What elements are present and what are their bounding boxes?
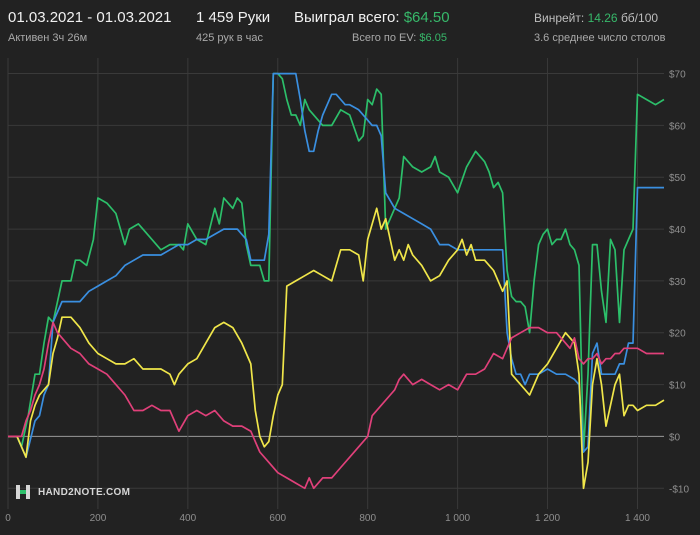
series-line-blue — [8, 72, 664, 459]
hand2note-logo-text: HAND2NOTE.COM — [38, 486, 131, 498]
ev-label: Всего по EV: — [352, 32, 417, 44]
winrate-value: 14.26 — [587, 11, 618, 25]
won-total: Выиграл всего: $64.50 — [294, 9, 450, 26]
ev-value: $6.05 — [419, 32, 447, 44]
winrate: Винрейт: 14.26 бб/100 — [534, 11, 658, 25]
avg-tables: 3.6 среднее число столов — [534, 32, 666, 44]
y-tick-label: $40 — [669, 225, 686, 236]
active-time: Активен 3ч 26м — [8, 32, 88, 44]
x-tick-label: 200 — [90, 513, 107, 524]
series-line-yellow — [8, 207, 665, 490]
y-tick-label: $0 — [669, 432, 681, 443]
won-value: $64.50 — [403, 9, 450, 26]
y-tick-label: $10 — [669, 381, 686, 392]
hand2note-logo: HAND2NOTE.COM — [14, 483, 130, 501]
stats-header: 01.03.2021 - 01.03.2021 Активен 3ч 26м 1… — [0, 0, 700, 52]
won-label: Выиграл всего: — [294, 9, 400, 26]
y-tick-label: $50 — [669, 173, 686, 184]
x-tick-label: 1 000 — [445, 513, 470, 524]
series-line-green — [8, 72, 665, 453]
x-tick-label: 0 — [5, 513, 11, 524]
y-tick-label: $60 — [669, 121, 686, 132]
winrate-unit: бб/100 — [620, 11, 659, 25]
series-lines — [8, 72, 665, 490]
x-tick-label: 600 — [269, 513, 286, 524]
date-range: 01.03.2021 - 01.03.2021 — [8, 9, 172, 26]
x-tick-label: 400 — [180, 513, 197, 524]
y-tick-label: $20 — [669, 329, 686, 340]
x-tick-label: 800 — [359, 513, 376, 524]
winrate-label: Винрейт: — [534, 11, 585, 25]
x-tick-label: 1 400 — [625, 513, 650, 524]
x-tick-label: 1 200 — [535, 513, 560, 524]
hand2note-logo-icon — [16, 485, 30, 499]
grid — [7, 58, 664, 509]
hands-count: 1 459 Руки — [196, 9, 271, 26]
ev-total: Всего по EV: $6.05 — [352, 32, 447, 44]
y-tick-label: -$10 — [669, 484, 689, 495]
y-axis-ticks: $70 $60 $50 $40 $30 $20 $10 $0 -$10 — [669, 70, 689, 496]
x-axis-ticks: 0 200 400 600 800 1 000 1 200 1 400 — [5, 513, 650, 524]
y-tick-label: $70 — [669, 70, 686, 81]
series-line-pink — [8, 321, 664, 490]
hands-per-hour: 425 рук в час — [196, 32, 264, 44]
y-tick-label: $30 — [669, 277, 686, 288]
